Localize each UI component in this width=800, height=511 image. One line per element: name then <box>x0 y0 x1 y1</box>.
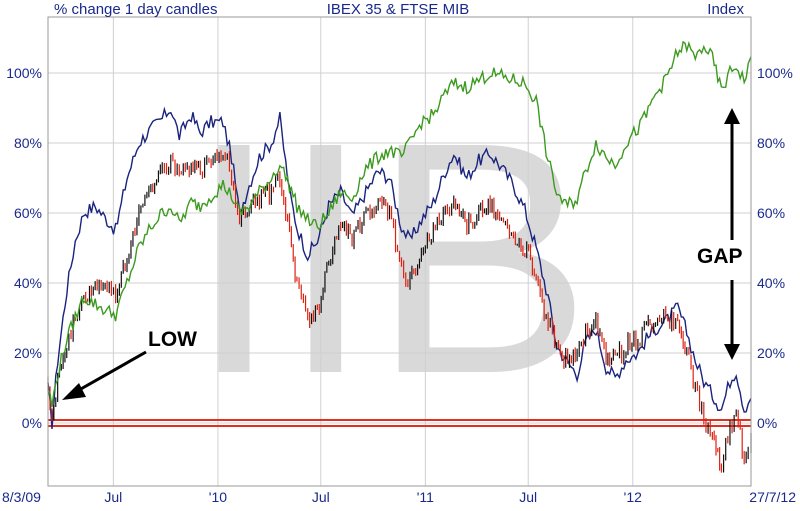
axis-ticks: 0% 0% 20% 20% 40% 40% 60% 60% 80% 80% 100% 100% 8/3/… <box>2 65 796 505</box>
watermark-text: IIB <box>188 73 591 442</box>
series-layer <box>47 40 752 473</box>
plot-frame <box>47 16 752 487</box>
y-tick-label-left: 20% <box>14 345 42 361</box>
x-tick-label: '12 <box>624 489 642 505</box>
gap-arrow-down-head <box>724 344 740 360</box>
y-tick-label-left: 40% <box>14 275 42 291</box>
header-right-label: Index <box>707 1 744 18</box>
chart-header: % change 1 day candles IBEX 35 & FTSE MI… <box>54 1 744 18</box>
annotations: LOW GAP <box>62 108 743 400</box>
x-tick-label: '11 <box>417 489 434 505</box>
low-arrow-line <box>71 350 147 396</box>
header-left-label: % change 1 day candles <box>54 1 217 18</box>
gap-label: GAP <box>697 245 743 268</box>
x-tick-label: 8/3/09 <box>2 489 41 505</box>
x-tick-label: Jul <box>104 489 122 505</box>
watermark-layer: IIB <box>188 73 591 442</box>
y-tick-label-left: 0% <box>22 415 42 431</box>
x-tick-label: 27/7/12 <box>749 489 796 505</box>
x-tick-label: Jul <box>312 489 330 505</box>
x-tick-label: '10 <box>209 489 227 505</box>
y-tick-label-right: 40% <box>757 275 785 291</box>
gap-arrow-up-head <box>724 108 740 124</box>
ibex-line <box>47 106 752 430</box>
y-tick-label-left: 80% <box>14 135 42 151</box>
low-label: LOW <box>148 328 197 351</box>
y-tick-label-left: 100% <box>6 65 42 81</box>
y-tick-label-right: 80% <box>757 135 785 151</box>
zero-reference-band <box>48 419 751 427</box>
y-tick-label-right: 100% <box>757 65 793 81</box>
y-tick-label-right: 60% <box>757 205 785 221</box>
low-arrow-head <box>62 383 86 400</box>
green-line <box>47 40 752 408</box>
y-tick-label-right: 0% <box>757 415 777 431</box>
y-tick-label-right: 20% <box>757 345 785 361</box>
chart-title: IBEX 35 & FTSE MIB <box>327 1 470 18</box>
x-tick-label: Jul <box>519 489 537 505</box>
y-tick-label-left: 60% <box>14 205 42 221</box>
